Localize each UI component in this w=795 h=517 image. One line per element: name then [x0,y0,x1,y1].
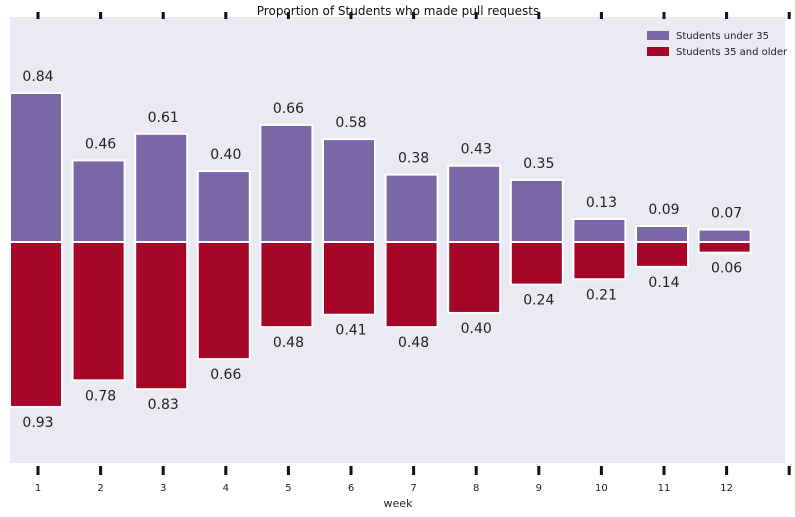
data-label: 0.13 [586,195,617,211]
bar [699,230,751,242]
bar [699,242,751,253]
x-tick-label: 8 [473,483,479,494]
x-tick-label: 10 [595,483,608,494]
bar [573,242,625,279]
data-label: 0.84 [22,69,53,85]
legend-label-under-35: Students under 35 [676,31,769,42]
x-tick-label: 6 [348,483,354,494]
bar [198,171,250,242]
data-label: 0.46 [85,136,116,152]
data-label: 0.07 [711,206,742,222]
bar [511,180,563,242]
x-tick-label: 9 [536,483,542,494]
x-tick-label: 3 [160,483,166,494]
bar [323,242,375,315]
x-tick-label: 1 [35,483,41,494]
data-label: 0.93 [22,415,53,431]
data-label: 0.43 [461,142,492,158]
data-label: 0.09 [648,202,679,218]
data-label: 0.61 [148,110,179,126]
bar [386,242,438,327]
bar [73,160,125,242]
bar [135,242,187,389]
bar [260,242,312,327]
data-label: 0.66 [273,101,304,117]
bar [198,242,250,359]
bar [10,93,62,242]
legend-label-35-and-older: Students 35 and older [676,47,788,58]
data-label: 0.40 [461,321,492,337]
x-tick-label: 7 [410,483,416,494]
bar [10,242,62,407]
x-axis-label: week [384,497,414,510]
data-label: 0.48 [273,335,304,351]
bar [636,242,688,267]
bar [260,125,312,242]
data-label: 0.38 [398,151,429,167]
data-label: 0.66 [210,367,241,383]
x-tick-labels: 1 2 3 4 5 6 7 8 9 10 11 12 [35,483,733,494]
data-label: 0.14 [648,275,679,291]
chart-title: Proportion of Students who made pull req… [257,4,539,18]
data-label: 0.48 [398,335,429,351]
data-label: 0.35 [523,156,554,172]
data-label: 0.58 [335,115,366,131]
data-label: 0.41 [335,323,366,339]
data-label: 0.24 [523,293,554,309]
data-label: 0.83 [148,397,179,413]
bar [636,226,688,242]
bar [73,242,125,380]
x-tick-label: 4 [223,483,229,494]
legend-swatch-35-and-older [647,47,669,56]
x-tick-label: 5 [285,483,291,494]
x-tick-label: 12 [720,483,733,494]
bar [573,219,625,242]
legend: Students under 35 Students 35 and older [640,25,788,63]
x-tick-label: 2 [97,483,103,494]
data-label: 0.78 [85,388,116,404]
x-tick-label: 11 [658,483,671,494]
data-label: 0.21 [586,287,617,303]
bar [511,242,563,285]
bar [448,166,500,242]
legend-swatch-under-35 [647,31,669,40]
bar [448,242,500,313]
bar [135,134,187,242]
data-label: 0.06 [711,261,742,277]
bar [323,139,375,242]
bar [386,175,438,242]
data-label: 0.40 [210,147,241,163]
